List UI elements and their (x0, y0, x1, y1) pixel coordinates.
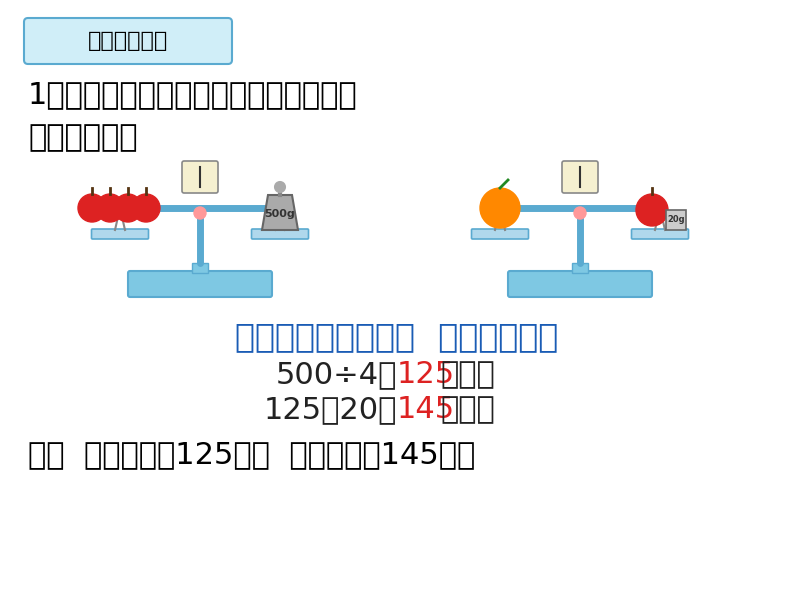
Text: 125＋20＝: 125＋20＝ (264, 395, 397, 424)
Circle shape (194, 207, 206, 219)
FancyBboxPatch shape (128, 271, 272, 297)
Text: 1、根据已知条件提出不同的问题，并说
说怎么解答。: 1、根据已知条件提出不同的问题，并说 说怎么解答。 (28, 80, 357, 152)
Text: （克）: （克） (440, 395, 495, 424)
Text: 答：  一个苹果重125克，  一个橙子重145克。: 答： 一个苹果重125克， 一个橙子重145克。 (28, 440, 476, 469)
Text: 145: 145 (397, 395, 455, 424)
Circle shape (96, 194, 124, 222)
Text: 500÷4＝: 500÷4＝ (276, 360, 397, 389)
FancyBboxPatch shape (24, 18, 232, 64)
Circle shape (114, 194, 142, 222)
Bar (666, 210, 686, 230)
Text: 500g: 500g (264, 209, 295, 219)
Circle shape (78, 194, 106, 222)
Text: 二、拓展练习: 二、拓展练习 (88, 31, 168, 51)
FancyBboxPatch shape (562, 161, 598, 193)
Polygon shape (262, 195, 298, 230)
FancyBboxPatch shape (472, 229, 529, 239)
FancyBboxPatch shape (508, 271, 652, 297)
FancyBboxPatch shape (252, 229, 309, 239)
FancyBboxPatch shape (91, 229, 148, 239)
Circle shape (636, 194, 668, 226)
FancyBboxPatch shape (631, 229, 688, 239)
FancyBboxPatch shape (182, 161, 218, 193)
Circle shape (480, 188, 520, 228)
Circle shape (275, 182, 285, 192)
Text: 125: 125 (397, 360, 455, 389)
Text: （克）: （克） (440, 360, 495, 389)
Bar (572, 263, 588, 273)
Circle shape (574, 207, 586, 219)
Circle shape (132, 194, 160, 222)
Text: 一个苹果重多少克？  一个橙子呢？: 一个苹果重多少克？ 一个橙子呢？ (235, 320, 559, 353)
Text: 20g: 20g (667, 216, 684, 225)
Bar (192, 263, 208, 273)
